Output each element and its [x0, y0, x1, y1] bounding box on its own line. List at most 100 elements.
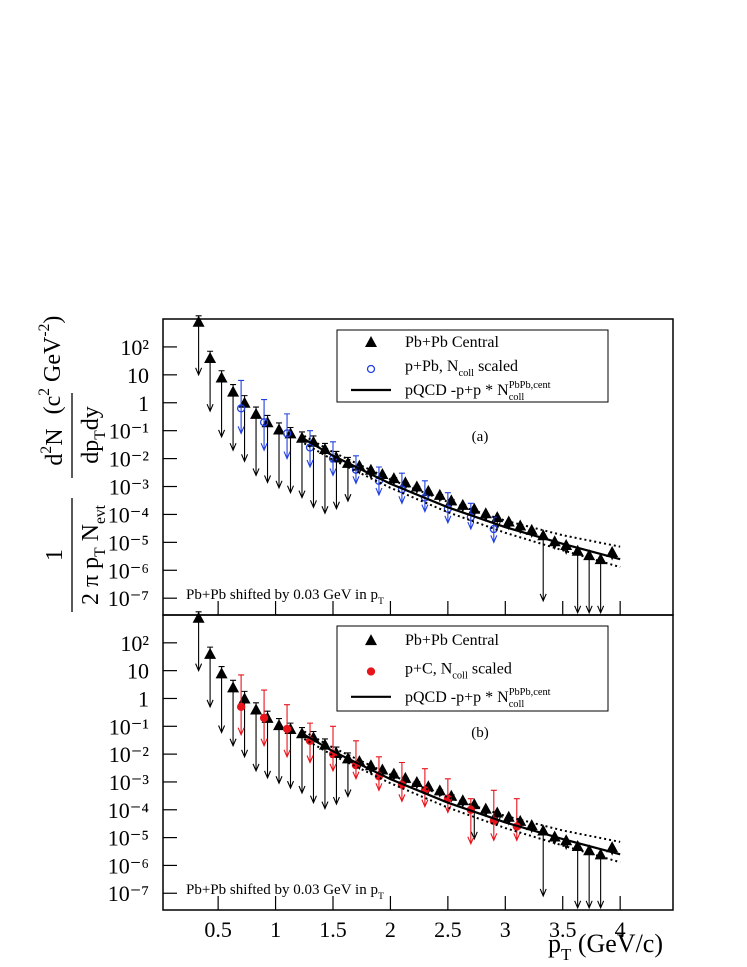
y-tick-label: 10⁻¹: [109, 714, 149, 739]
text-part: T: [92, 547, 109, 557]
x-tick-label: 2: [385, 917, 396, 942]
legend-label: Pb+Pb Central: [405, 632, 499, 649]
panel-label: (a): [472, 429, 489, 445]
text-part: d: [42, 454, 68, 466]
text-part: N: [78, 524, 104, 547]
x-tick-label: 0.5: [204, 917, 232, 942]
data-point: [204, 352, 217, 364]
y-tick-label: 1: [138, 391, 149, 416]
text-part: PbPb,cent: [509, 380, 551, 391]
text-part: coll: [509, 392, 525, 403]
legend-marker: [365, 634, 377, 646]
data-point: [594, 553, 607, 565]
panel-note: Pb+Pb shifted by 0.03 GeV in pT: [186, 587, 384, 607]
y-label-part: (c2 GeV-2): [36, 316, 66, 415]
text-part: T: [378, 891, 384, 902]
x-tick-label: 3: [500, 917, 511, 942]
data-point: [583, 549, 596, 561]
x-tick-label: 2.5: [434, 917, 462, 942]
text-part: 2: [36, 388, 53, 396]
data-point: [456, 498, 469, 510]
x-tick-label: 4: [615, 917, 626, 942]
data-point: [192, 315, 205, 327]
data-point: [525, 523, 538, 535]
y-label-part: 1: [42, 549, 68, 561]
text-part: N: [42, 428, 68, 445]
error-bar: [585, 555, 593, 615]
legend-marker: [365, 336, 377, 347]
y-tick-label: 10⁻⁷: [108, 586, 149, 611]
data-point: [318, 443, 331, 455]
pqcd-band-lower: [303, 442, 621, 569]
y-tick-label: 10⁻⁵: [108, 530, 149, 555]
data-point: [479, 507, 492, 519]
data-point: [525, 819, 538, 831]
data-point: [456, 794, 469, 806]
error-bar: [329, 441, 337, 477]
panel-label: (b): [471, 725, 489, 741]
data-point: [571, 839, 584, 851]
y-tick-label: 10⁻⁶: [108, 853, 149, 878]
text-part: T: [561, 945, 572, 964]
error-bar: [421, 480, 429, 514]
data-point: [250, 703, 263, 715]
data-point: [571, 544, 584, 556]
pqcd-band-lower: [303, 738, 621, 864]
data-point: [583, 844, 596, 856]
legend-label: p+Pb, Ncoll scaled: [405, 358, 518, 379]
legend-label: pQCD -p+p * NcollPbPb,cent: [405, 687, 551, 710]
text-part: Pb+Pb shifted by 0.03 GeV in p: [186, 587, 378, 603]
error-bar: [597, 854, 605, 910]
error-bar: [352, 740, 360, 781]
text-part: pQCD -p+p * N: [405, 689, 509, 706]
text-part: Pb+Pb Central: [405, 334, 499, 351]
y-label-part: 2 π pT Nevt: [78, 504, 109, 605]
data-point: [387, 472, 400, 484]
data-point: [259, 418, 269, 427]
text-part: dy: [78, 406, 104, 430]
y-tick-label: 10⁻²: [109, 447, 150, 472]
text-part: evt: [92, 504, 109, 524]
error-bar: [260, 399, 268, 452]
y-tick-label: 10: [127, 363, 149, 388]
data-point: [236, 702, 246, 712]
text-part: Pb+Pb shifted by 0.03 GeV in p: [186, 882, 378, 898]
text-part: p: [548, 929, 561, 958]
y-tick-label: 10⁻⁷: [108, 881, 149, 906]
x-tick-label: 1.5: [319, 917, 347, 942]
data-point: [305, 443, 315, 452]
data-point: [318, 738, 331, 750]
legend-label: Pb+Pb Central: [405, 334, 499, 351]
pqcd-line: [303, 733, 621, 856]
error-bar: [574, 845, 582, 910]
error-bar: [597, 559, 605, 615]
y-tick-label: 10⁻³: [109, 770, 150, 795]
legend-marker: [366, 667, 376, 676]
text-part: PbPb,cent: [509, 687, 551, 698]
error-bar: [352, 455, 360, 485]
text-part: p+Pb, N: [405, 358, 459, 375]
data-point: [204, 647, 217, 659]
x-axis-label: pT (GeV/c): [548, 929, 663, 964]
y-tick-label: 10: [127, 659, 149, 684]
text-part: coll: [452, 670, 468, 681]
data-point: [227, 681, 240, 693]
legend-label: pQCD -p+p * NcollPbPb,cent: [405, 380, 551, 403]
text-part: Pb+Pb Central: [405, 632, 499, 649]
data-point: [250, 407, 263, 419]
pqcd-line: [303, 438, 621, 561]
data-point: [433, 784, 446, 796]
y-tick-label: 10⁻²: [109, 742, 150, 767]
data-point: [502, 515, 515, 527]
data-point: [273, 719, 286, 731]
text-part: 2 π p: [78, 557, 104, 605]
error-bar: [329, 725, 337, 773]
text-part: coll: [458, 368, 474, 379]
error-bar: [574, 550, 582, 615]
panel-note: Pb+Pb shifted by 0.03 GeV in pT: [186, 882, 384, 902]
data-point: [282, 724, 292, 734]
text-part: (GeV/c): [571, 929, 663, 958]
y-tick-label: 10⁻³: [109, 475, 150, 500]
text-part: pQCD -p+p * N: [405, 382, 509, 399]
